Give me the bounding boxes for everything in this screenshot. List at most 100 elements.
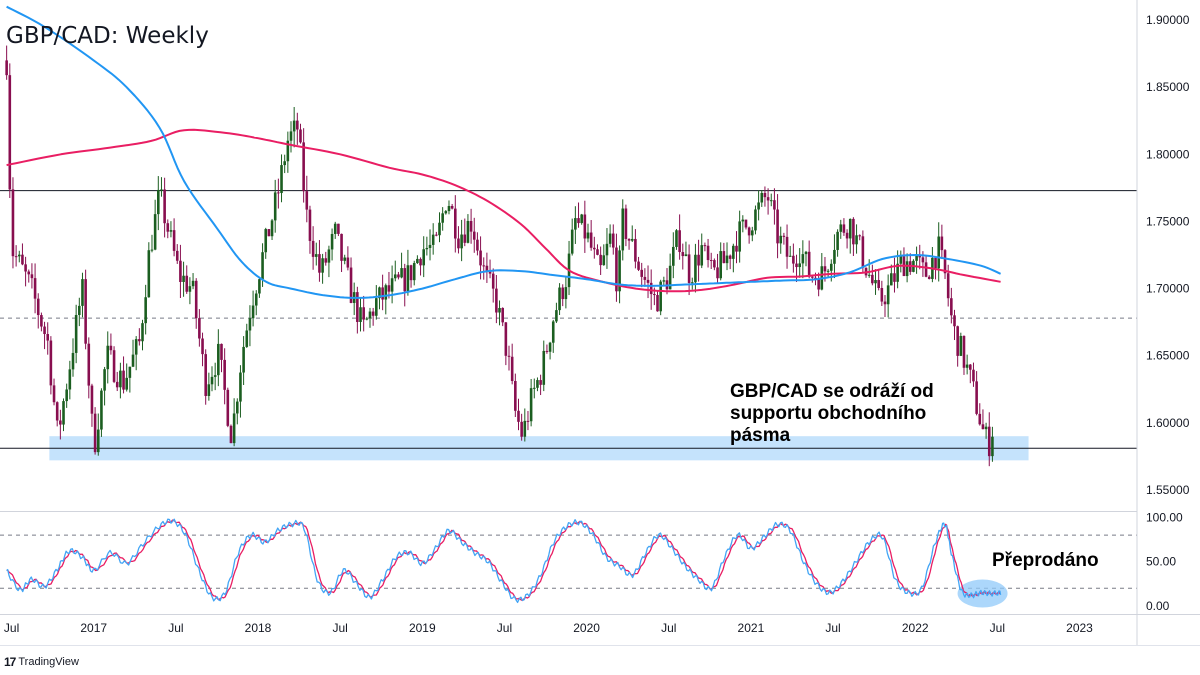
support-bounce-annotation: GBP/CAD se odráží od (730, 381, 934, 402)
candle-body (918, 255, 922, 258)
osc-tick-label: 100.00 (1146, 510, 1183, 524)
candle (5, 45, 8, 80)
candle-body (678, 230, 681, 253)
candle-body (213, 375, 217, 377)
candle-body (915, 255, 918, 261)
candle-body (359, 307, 362, 322)
time-tick-label: 2018 (245, 621, 272, 635)
candle-body (378, 287, 381, 299)
candle (709, 252, 713, 270)
candle-body (643, 276, 647, 280)
candle (163, 177, 166, 238)
candle (337, 223, 340, 237)
candle-body (536, 380, 539, 388)
candle-body (311, 240, 315, 257)
candle (675, 229, 678, 250)
candle (251, 290, 255, 327)
candle-body (314, 254, 318, 257)
candle (965, 354, 969, 375)
candle-body (829, 263, 833, 271)
candle (507, 345, 511, 371)
candle-body (24, 264, 27, 272)
candle (299, 123, 302, 144)
candle (134, 336, 138, 371)
candle (406, 249, 410, 296)
candle (561, 284, 565, 307)
candle (542, 340, 546, 392)
candle-body (21, 254, 24, 265)
candle-body (517, 410, 520, 422)
candle-body (839, 224, 843, 232)
candle (668, 253, 672, 290)
candle (74, 304, 78, 364)
candle-body (68, 369, 72, 390)
candle (387, 271, 391, 299)
candle (940, 224, 944, 260)
candle-body (119, 370, 122, 388)
candle-body (722, 251, 726, 264)
candle (188, 277, 192, 305)
candle-body (27, 271, 31, 275)
candle-body (232, 413, 236, 444)
time-tick-label: Jul (825, 621, 840, 635)
candle-body (292, 120, 296, 132)
candle-body (953, 315, 956, 327)
candle-body (400, 268, 403, 278)
candle-body (507, 355, 511, 357)
time-tick-label: Jul (332, 621, 347, 635)
candle (457, 226, 460, 254)
candle (656, 290, 659, 312)
candle (264, 227, 268, 259)
candle (52, 378, 56, 406)
candle (637, 256, 640, 272)
candle-body (984, 426, 988, 430)
candle-body (55, 402, 59, 421)
candle-body (646, 279, 650, 283)
candle-body (204, 354, 207, 396)
candle-body (296, 120, 299, 130)
candle (716, 253, 719, 284)
candle-body (716, 267, 719, 279)
candle (593, 236, 596, 259)
candle (229, 424, 233, 444)
tradingview-brand[interactable]: 17 TradingView (4, 655, 79, 669)
candle-body (188, 286, 192, 292)
candle-body (453, 208, 457, 239)
candle-body (194, 280, 198, 319)
candle-body (618, 250, 621, 292)
candle (393, 260, 397, 282)
candle-body (141, 323, 144, 342)
candle-body (757, 202, 760, 210)
candle-body (861, 236, 865, 268)
candle (444, 210, 448, 215)
candle-body (482, 265, 486, 267)
candle (893, 257, 896, 293)
candle-body (267, 229, 271, 237)
candle-body (532, 387, 536, 389)
candle-body (855, 235, 858, 245)
candle-body (564, 287, 568, 300)
candle-body (343, 257, 347, 261)
brand-label: TradingView (18, 656, 79, 668)
candle-body (510, 356, 514, 382)
candle-body (270, 220, 274, 237)
candle-body (356, 292, 359, 322)
candle-body (656, 295, 659, 312)
candle-body (659, 281, 662, 312)
candle-body (185, 275, 189, 292)
candle (390, 265, 394, 304)
candle (722, 242, 726, 264)
candle (969, 363, 972, 384)
candle (725, 242, 729, 271)
candle-body (586, 232, 590, 239)
candle-body (871, 274, 874, 284)
candle (848, 218, 852, 254)
candle (817, 272, 820, 297)
candle-body (62, 401, 65, 425)
candle (956, 325, 959, 367)
candle-body (90, 385, 94, 414)
candle-body (539, 380, 542, 385)
candle-body (795, 263, 798, 268)
candle-body (703, 245, 707, 247)
